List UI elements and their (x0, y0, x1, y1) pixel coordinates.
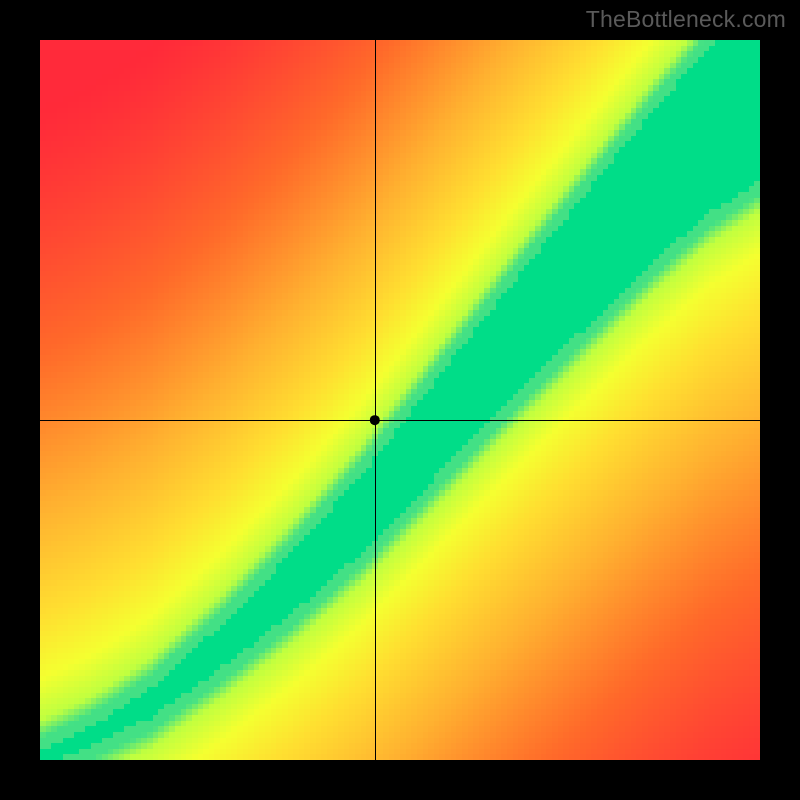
bottleneck-heatmap (40, 40, 760, 760)
watermark-text: TheBottleneck.com (586, 6, 786, 33)
